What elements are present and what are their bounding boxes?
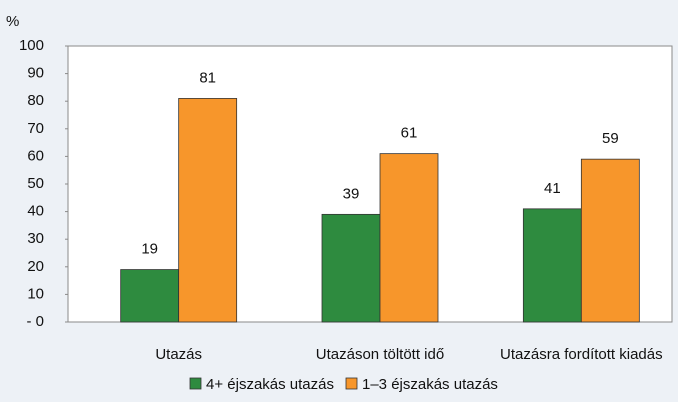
legend-label: 4+ éjszakás utazás xyxy=(206,376,334,393)
y-tick-label: 60 xyxy=(27,147,44,164)
data-label: 39 xyxy=(343,185,360,202)
y-tick-label: 100 xyxy=(19,37,44,54)
legend-label: 1–3 éjszakás utazás xyxy=(362,376,498,393)
bar xyxy=(522,208,582,323)
y-tick-label: 80 xyxy=(27,92,44,109)
y-tick-label: - 0 xyxy=(26,313,44,330)
bar xyxy=(379,153,439,323)
y-tick-label: 10 xyxy=(27,285,44,302)
y-tick-label: 40 xyxy=(27,203,44,220)
y-tick-label: 30 xyxy=(27,230,44,247)
bar xyxy=(120,269,180,323)
bar xyxy=(580,158,640,323)
data-label: 59 xyxy=(602,130,619,147)
bar xyxy=(178,98,238,323)
y-tick-label: 50 xyxy=(27,175,44,192)
x-tick-label: Utazáson töltött idő xyxy=(316,346,444,363)
y-axis-label: % xyxy=(6,13,19,30)
legend-swatch xyxy=(345,377,358,390)
x-tick-label: Utazás xyxy=(155,346,202,363)
x-tick-label: Utazásra fordított kiadás xyxy=(500,346,663,363)
data-label: 81 xyxy=(199,69,216,86)
y-tick-label: 90 xyxy=(27,65,44,82)
data-label: 61 xyxy=(401,125,418,142)
bar xyxy=(321,213,381,323)
y-tick-label: 20 xyxy=(27,258,44,275)
data-label: 41 xyxy=(544,180,561,197)
legend-swatch xyxy=(189,377,202,390)
data-label: 19 xyxy=(141,241,158,258)
y-tick-label: 70 xyxy=(27,120,44,137)
